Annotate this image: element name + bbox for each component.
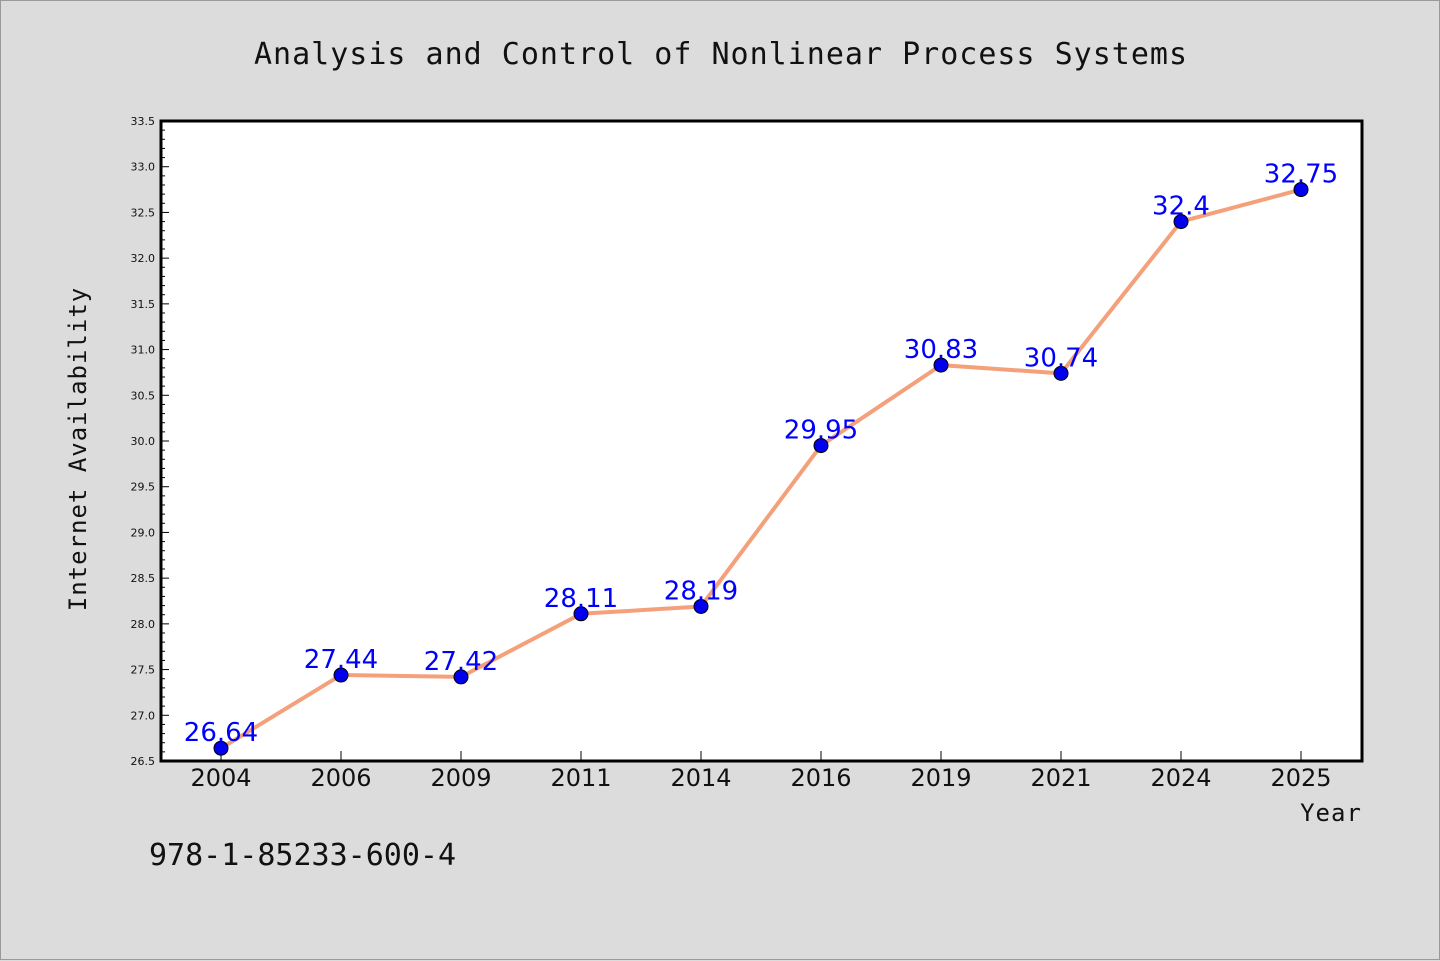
- y-axis-label: Internet Availability: [64, 287, 92, 611]
- data-point: [813, 438, 829, 454]
- data-point: [453, 669, 469, 685]
- x-axis-label: Year: [1300, 799, 1362, 827]
- data-label: 30.83: [904, 335, 978, 365]
- y-axis: 26.5 27.0 27.5 28.0 28.5 29.0 29.5 30.0 30.5 31.0…: [131, 115, 169, 768]
- data-label: 29.95: [784, 416, 858, 446]
- data-point: [933, 357, 949, 373]
- y-tick-label: 29.0: [131, 526, 156, 539]
- x-tick-label: 2014: [670, 764, 731, 792]
- y-tick-label: 31.0: [131, 344, 156, 357]
- data-label: 28.11: [544, 584, 618, 614]
- x-tick-label: 2006: [310, 764, 371, 792]
- x-tick-label: 2004: [190, 764, 251, 792]
- x-tick-label: 2019: [910, 764, 971, 792]
- y-tick-label: 33.0: [131, 161, 156, 174]
- plot-area: [159, 119, 1364, 763]
- data-label: 26.64: [184, 718, 258, 748]
- x-axis: 2004 2006 2009 2011 2014 2016 2019 2021 2024 2025: [190, 751, 1332, 792]
- x-tick-label: 2016: [790, 764, 851, 792]
- y-tick-label: 30.0: [131, 435, 156, 448]
- data-label: 28.19: [664, 576, 738, 606]
- y-tick-label: 31.5: [131, 298, 156, 311]
- data-point: [333, 667, 349, 683]
- y-tick-label: 32.5: [131, 206, 156, 219]
- y-tick-label: 30.5: [131, 389, 156, 402]
- y-tick-label: 28.5: [131, 572, 156, 585]
- series-layer: 26.64 27.44 27.42 28.11 28.19 29.95 30.83 30.74…: [184, 160, 1338, 756]
- y-tick-label: 26.5: [131, 755, 156, 768]
- data-label: 27.42: [424, 647, 498, 677]
- y-tick-label: 27.0: [131, 709, 156, 722]
- data-point: [213, 740, 229, 756]
- x-tick-label: 2025: [1270, 764, 1331, 792]
- x-tick-label: 2009: [430, 764, 491, 792]
- data-label: 32.4: [1152, 192, 1210, 222]
- chart-title: Analysis and Control of Nonlinear Proces…: [254, 37, 1188, 72]
- data-label: 32.75: [1264, 160, 1338, 190]
- x-tick-label: 2011: [550, 764, 611, 792]
- data-label: 30.74: [1024, 343, 1098, 373]
- y-tick-label: 29.5: [131, 481, 156, 494]
- isbn-footer: 978-1-85233-600-4: [149, 838, 456, 873]
- data-label: 27.44: [304, 645, 378, 675]
- y-tick-label: 33.5: [131, 115, 156, 128]
- data-point: [1293, 182, 1309, 198]
- series-line: [219, 187, 1302, 750]
- x-tick-label: 2021: [1030, 764, 1091, 792]
- data-point: [1053, 365, 1069, 381]
- x-tick-label: 2024: [1150, 764, 1211, 792]
- data-point: [693, 598, 709, 614]
- y-tick-label: 32.0: [131, 252, 156, 265]
- data-point: [573, 606, 589, 622]
- y-tick-label: 27.5: [131, 664, 156, 677]
- data-point: [1173, 214, 1189, 230]
- y-tick-label: 28.0: [131, 618, 156, 631]
